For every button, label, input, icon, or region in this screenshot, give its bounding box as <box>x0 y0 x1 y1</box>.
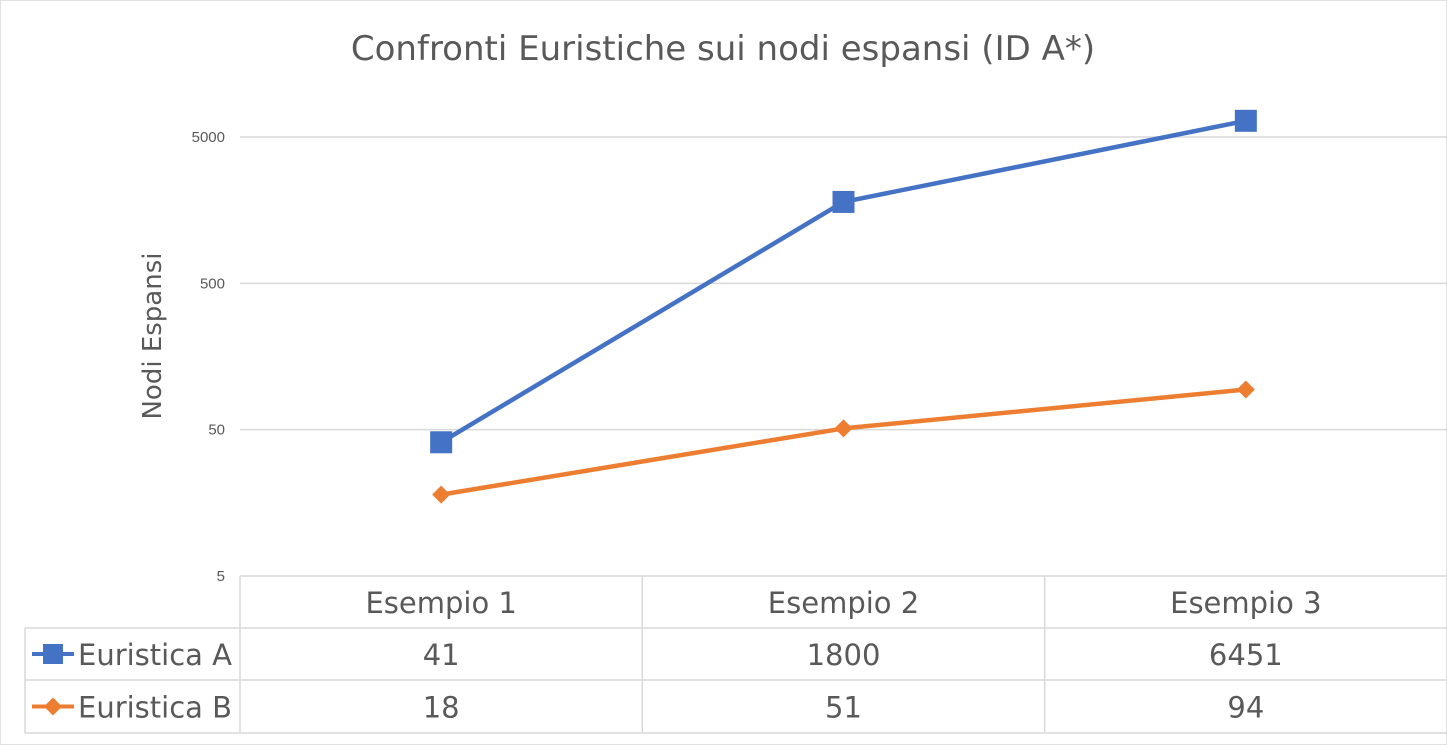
x-category-label: Esempio 3 <box>1170 586 1321 620</box>
data-point-diamond <box>1236 380 1255 399</box>
data-table-value: 1800 <box>807 638 881 672</box>
series-layer <box>430 109 1257 504</box>
legend-series-name: Euristica A <box>78 638 232 672</box>
y-tick-layer: 5 50 500 5000 <box>192 129 225 585</box>
x-category-label: Esempio 1 <box>365 586 516 620</box>
y-axis-label: Nodi Espansi <box>138 252 168 419</box>
y-tick-label: 50 <box>208 422 225 439</box>
data-table-value: 6451 <box>1209 638 1283 672</box>
data-table-value: 94 <box>1227 691 1264 725</box>
x-category-label: Esempio 2 <box>768 586 919 620</box>
legend-key-diamond <box>44 697 62 716</box>
data-point-square <box>832 190 855 213</box>
data-table-value: 41 <box>423 638 460 672</box>
legend-series-name: Euristica B <box>78 691 232 725</box>
data-point-diamond <box>834 419 853 438</box>
chart-title: Confronti Euristiche sui nodi espansi (I… <box>351 29 1095 69</box>
series-2 <box>432 380 1255 504</box>
data-table: Esempio 1 Esempio 2 Esempio 3 Euristica A 41… <box>24 575 1447 734</box>
data-point-diamond <box>432 485 451 504</box>
legend-key-square <box>43 644 63 664</box>
data-table-value: 18 <box>423 691 460 725</box>
series-1 <box>430 109 1257 454</box>
data-table-value: 51 <box>825 691 862 725</box>
y-tick-label: 5 <box>217 568 225 585</box>
y-tick-label: 5000 <box>192 129 225 146</box>
data-point-square <box>430 431 453 454</box>
y-tick-label: 500 <box>200 275 225 292</box>
data-point-square <box>1234 109 1257 132</box>
